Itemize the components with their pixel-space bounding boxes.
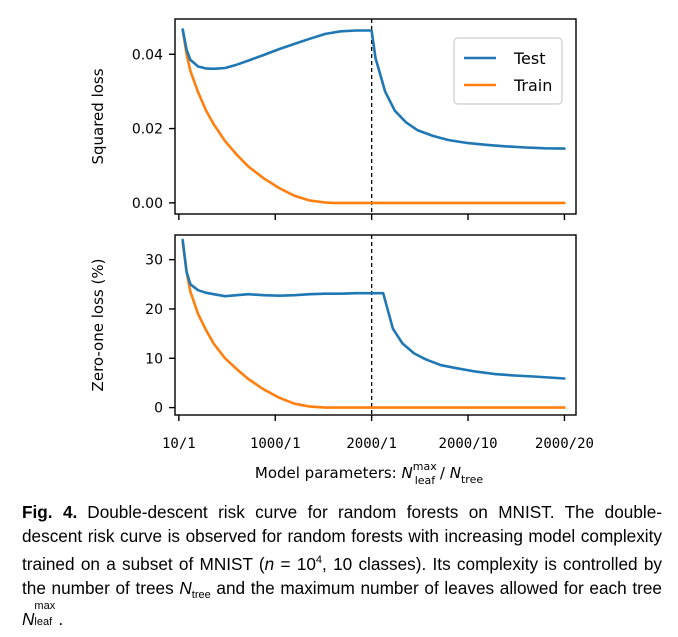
x-tick-label: 2000/1 (346, 436, 397, 452)
caption-end: . (58, 609, 64, 629)
caption-leaf-sub: leaf (34, 615, 53, 628)
caption-text-3: and the maximum number of leaves allowed… (210, 578, 662, 598)
caption-N: N (179, 578, 192, 598)
x-label-N2: N (450, 464, 461, 482)
x-tick-label: 2000/20 (535, 436, 594, 452)
x-tick-label: 2000/10 (439, 436, 498, 452)
caption-max-sup: max (34, 599, 56, 612)
x-axis-label: Model parameters: Nmax leaf / Ntree (255, 460, 483, 487)
panel-top: 0.00 0.02 0.04 Squared loss Test Train (89, 18, 577, 220)
y-tick-label: 0.04 (132, 47, 163, 63)
caption-n-var: n (264, 554, 275, 574)
x-tick-label: 1000/1 (250, 436, 301, 452)
y-axis-label: Zero-one loss (%) (89, 259, 107, 392)
series-test-line (181, 28, 566, 150)
y-tick-label: 10 (145, 351, 163, 367)
legend-label-test: Test (513, 49, 546, 68)
caption-N2: N (22, 609, 35, 629)
y-tick-label: 20 (145, 302, 163, 318)
caption-eq: = 10 (274, 554, 316, 574)
legend-box (453, 37, 563, 105)
figure-caption: Fig. 4. Double-descent risk curve for ran… (22, 500, 662, 631)
x-label-leaf-sub: leaf (415, 474, 437, 487)
x-tick-label: 10/1 (162, 436, 196, 452)
x-label-N: N (402, 464, 413, 482)
legend-label-train: Train (513, 76, 552, 95)
x-label-slash: / (435, 464, 450, 482)
caption-text-1: Double-descent risk curve for random for… (22, 502, 662, 574)
series-train-line (181, 28, 566, 205)
series-train-line (181, 241, 566, 409)
x-label-prefix: Model parameters: (255, 464, 402, 482)
x-label-max-sup: max (413, 460, 437, 473)
series-test-line (181, 238, 566, 380)
caption-exp: 4 (315, 554, 323, 566)
legend: Test Train (453, 37, 563, 105)
panel-bottom: 0 10 20 30 Zero-one loss (%) (89, 234, 577, 421)
y-tick-label: 0.00 (132, 196, 163, 212)
y-tick-label: 30 (145, 253, 163, 269)
caption-label: Fig. 4. (22, 502, 78, 522)
x-label-tree-sub: tree (461, 473, 483, 486)
y-tick-label: 0 (154, 401, 163, 417)
y-tick-label: 0.02 (132, 122, 163, 138)
caption-text-2: , 10 classes). Its complexity is control… (22, 554, 662, 598)
caption-tree-sub: tree (191, 589, 211, 601)
axes-frame (174, 18, 577, 215)
figure: 0.00 0.02 0.04 Squared loss Test Train 0 10 20 30… (89, 18, 594, 487)
axes-frame (174, 234, 577, 416)
y-axis-label: Squared loss (89, 68, 107, 164)
